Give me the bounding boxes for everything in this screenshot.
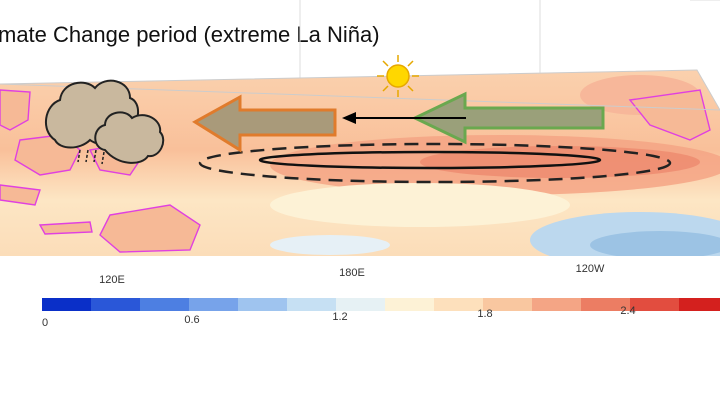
- pale-patch: [270, 183, 570, 227]
- longitude-label: 180E: [339, 267, 365, 279]
- orange-arrow: [192, 94, 337, 153]
- rain: [77, 149, 105, 165]
- colorbar-label: 2.4: [620, 305, 635, 317]
- colorbar-label: 1.8: [477, 308, 492, 320]
- dashed-ellipse: [198, 142, 672, 184]
- colorbar-label: 1.2: [332, 311, 347, 323]
- pale-patch: [270, 235, 390, 255]
- map-border: [0, 69, 720, 111]
- wind-arrowhead: [342, 112, 356, 124]
- colorbar-label: 0.6: [184, 314, 199, 326]
- sun: [377, 55, 419, 97]
- cool-core: [590, 231, 720, 256]
- colorbar: [42, 298, 720, 311]
- longitude-label: 120E: [99, 274, 125, 286]
- solid-ellipse: [258, 150, 602, 170]
- longitude-label: 120W: [576, 263, 605, 275]
- warm-core: [420, 146, 700, 178]
- clouds: [45, 79, 165, 164]
- colorbar-label: 0: [42, 317, 48, 329]
- slide-title: mate Change period (extreme La Niña): [0, 22, 380, 47]
- green-arrow: [411, 91, 605, 145]
